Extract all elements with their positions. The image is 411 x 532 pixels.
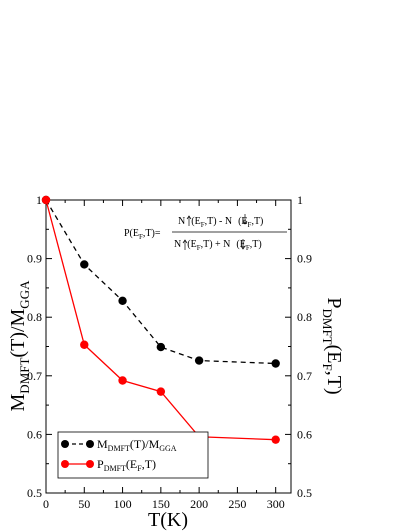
x-tick-label: 50 — [78, 497, 90, 511]
x-tick-label: 250 — [228, 497, 246, 511]
y-axis-left-ticks: 0.5 0.6 0.7 0.8 0.9 1 — [27, 193, 52, 500]
y-right-tick-label: 0.7 — [297, 369, 312, 383]
legend-marker-P — [86, 460, 94, 468]
y-axis-right-label: PDMFT(EF,T) — [320, 297, 345, 394]
data-point-P — [271, 435, 280, 444]
legend-box — [57, 431, 209, 479]
y-right-tick-label: 0.9 — [297, 252, 312, 266]
legend-marker-M — [86, 440, 94, 448]
y-right-tick-label: 1 — [297, 193, 303, 207]
polarization-formula: P(EF,T)= N (EF,T) - N (EF,T) N (EF,T) + N (E… — [124, 214, 287, 252]
y-left-tick-label: 0.7 — [27, 369, 42, 383]
y-left-tick-label: 1 — [36, 193, 42, 207]
x-tick-label: 0 — [43, 497, 49, 511]
data-point-M — [80, 260, 89, 269]
data-point-M — [118, 296, 127, 305]
y-axis-left-label: MDMFT(T)/MGGA — [7, 280, 32, 412]
formula-denominator: N (EF,T) + N (EF,T) — [174, 239, 262, 252]
series-line-P — [45, 199, 276, 441]
formula-numerator: N (EF,T) - N (EF,T) — [178, 216, 263, 229]
data-point-P — [156, 387, 166, 396]
formula-lhs: P(EF,T)= — [124, 228, 161, 241]
y-right-tick-label: 0.8 — [297, 310, 312, 324]
y-right-tick-label: 0.5 — [297, 486, 312, 500]
y-left-tick-label: 0.8 — [27, 310, 42, 324]
spin-up-arrow-icon — [186, 215, 192, 226]
x-tick-label: 300 — [267, 497, 285, 511]
spin-up-arrow-icon — [182, 239, 188, 250]
x-axis-ticks: 0 50 100 150 200 250 300 — [43, 200, 285, 511]
legend-label-M: MDMFT(T)/MGGA — [97, 437, 177, 453]
y-left-tick-label: 0.9 — [27, 252, 42, 266]
x-tick-label: 100 — [114, 497, 132, 511]
data-point-P — [41, 195, 51, 205]
y-left-tick-label: 0.6 — [27, 427, 42, 441]
x-tick-label: 200 — [190, 497, 208, 511]
spin-down-arrow-icon — [240, 239, 246, 250]
data-point-M — [156, 342, 166, 352]
data-point-P — [80, 340, 89, 349]
data-point-M — [194, 356, 204, 365]
legend-marker-P — [61, 460, 69, 468]
data-point-P — [118, 376, 127, 385]
legend-label-P: PDMFT(EF,T) — [97, 457, 156, 473]
y-right-tick-label: 0.6 — [297, 427, 312, 441]
series-layer — [41, 195, 280, 444]
legend-marker-M — [61, 440, 69, 448]
x-tick-label: 150 — [152, 497, 170, 511]
spin-down-arrow-icon — [242, 214, 248, 225]
y-axis-right-ticks: 0.5 0.6 0.7 0.8 0.9 1 — [285, 193, 312, 500]
y-left-tick-label: 0.5 — [27, 486, 42, 500]
series-line-M — [45, 199, 276, 365]
legend: MDMFT(T)/MGGA PDMFT(EF,T) — [57, 431, 209, 479]
data-point-M — [271, 359, 280, 368]
x-axis-label: T(K) — [148, 509, 188, 531]
